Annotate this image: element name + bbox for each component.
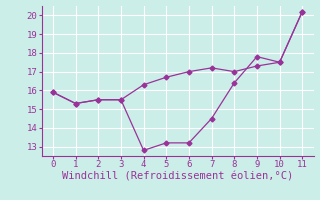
X-axis label: Windchill (Refroidissement éolien,°C): Windchill (Refroidissement éolien,°C) [62,172,293,182]
